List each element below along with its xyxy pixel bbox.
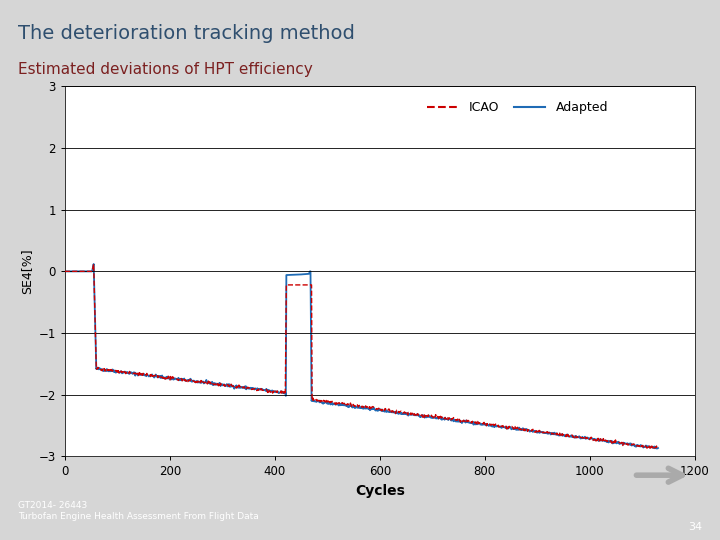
ICAO bbox=[317, 399, 325, 405]
ICAO bbox=[572, 434, 580, 441]
Text: Estimated deviations of HPT efficiency: Estimated deviations of HPT efficiency bbox=[18, 62, 312, 77]
Adapted bbox=[263, 388, 271, 394]
Y-axis label: SE4[%]: SE4[%] bbox=[20, 248, 33, 294]
Legend: ICAO, Adapted: ICAO, Adapted bbox=[423, 96, 613, 119]
ICAO bbox=[89, 261, 98, 267]
Text: The deterioration tracking method: The deterioration tracking method bbox=[18, 24, 355, 43]
ICAO bbox=[150, 373, 159, 379]
Adapted bbox=[342, 403, 351, 409]
ICAO bbox=[647, 446, 655, 453]
ICAO bbox=[539, 429, 547, 436]
Adapted bbox=[476, 421, 485, 428]
Adapted bbox=[654, 445, 662, 451]
Text: GT2014- 26443
Turbofan Engine Health Assessment From Flight Data: GT2014- 26443 Turbofan Engine Health Ass… bbox=[18, 501, 258, 521]
ICAO bbox=[600, 437, 609, 444]
Adapted bbox=[606, 438, 615, 445]
Adapted bbox=[89, 261, 98, 267]
X-axis label: Cycles: Cycles bbox=[355, 484, 405, 498]
ICAO bbox=[260, 387, 269, 393]
ICAO bbox=[654, 445, 662, 451]
Text: 34: 34 bbox=[688, 522, 702, 532]
Adapted bbox=[529, 428, 538, 434]
Line: Adapted: Adapted bbox=[65, 264, 658, 449]
Adapted bbox=[652, 446, 661, 452]
Adapted bbox=[60, 268, 69, 274]
Line: ICAO: ICAO bbox=[65, 264, 658, 449]
ICAO bbox=[60, 268, 69, 274]
Adapted bbox=[569, 434, 577, 440]
